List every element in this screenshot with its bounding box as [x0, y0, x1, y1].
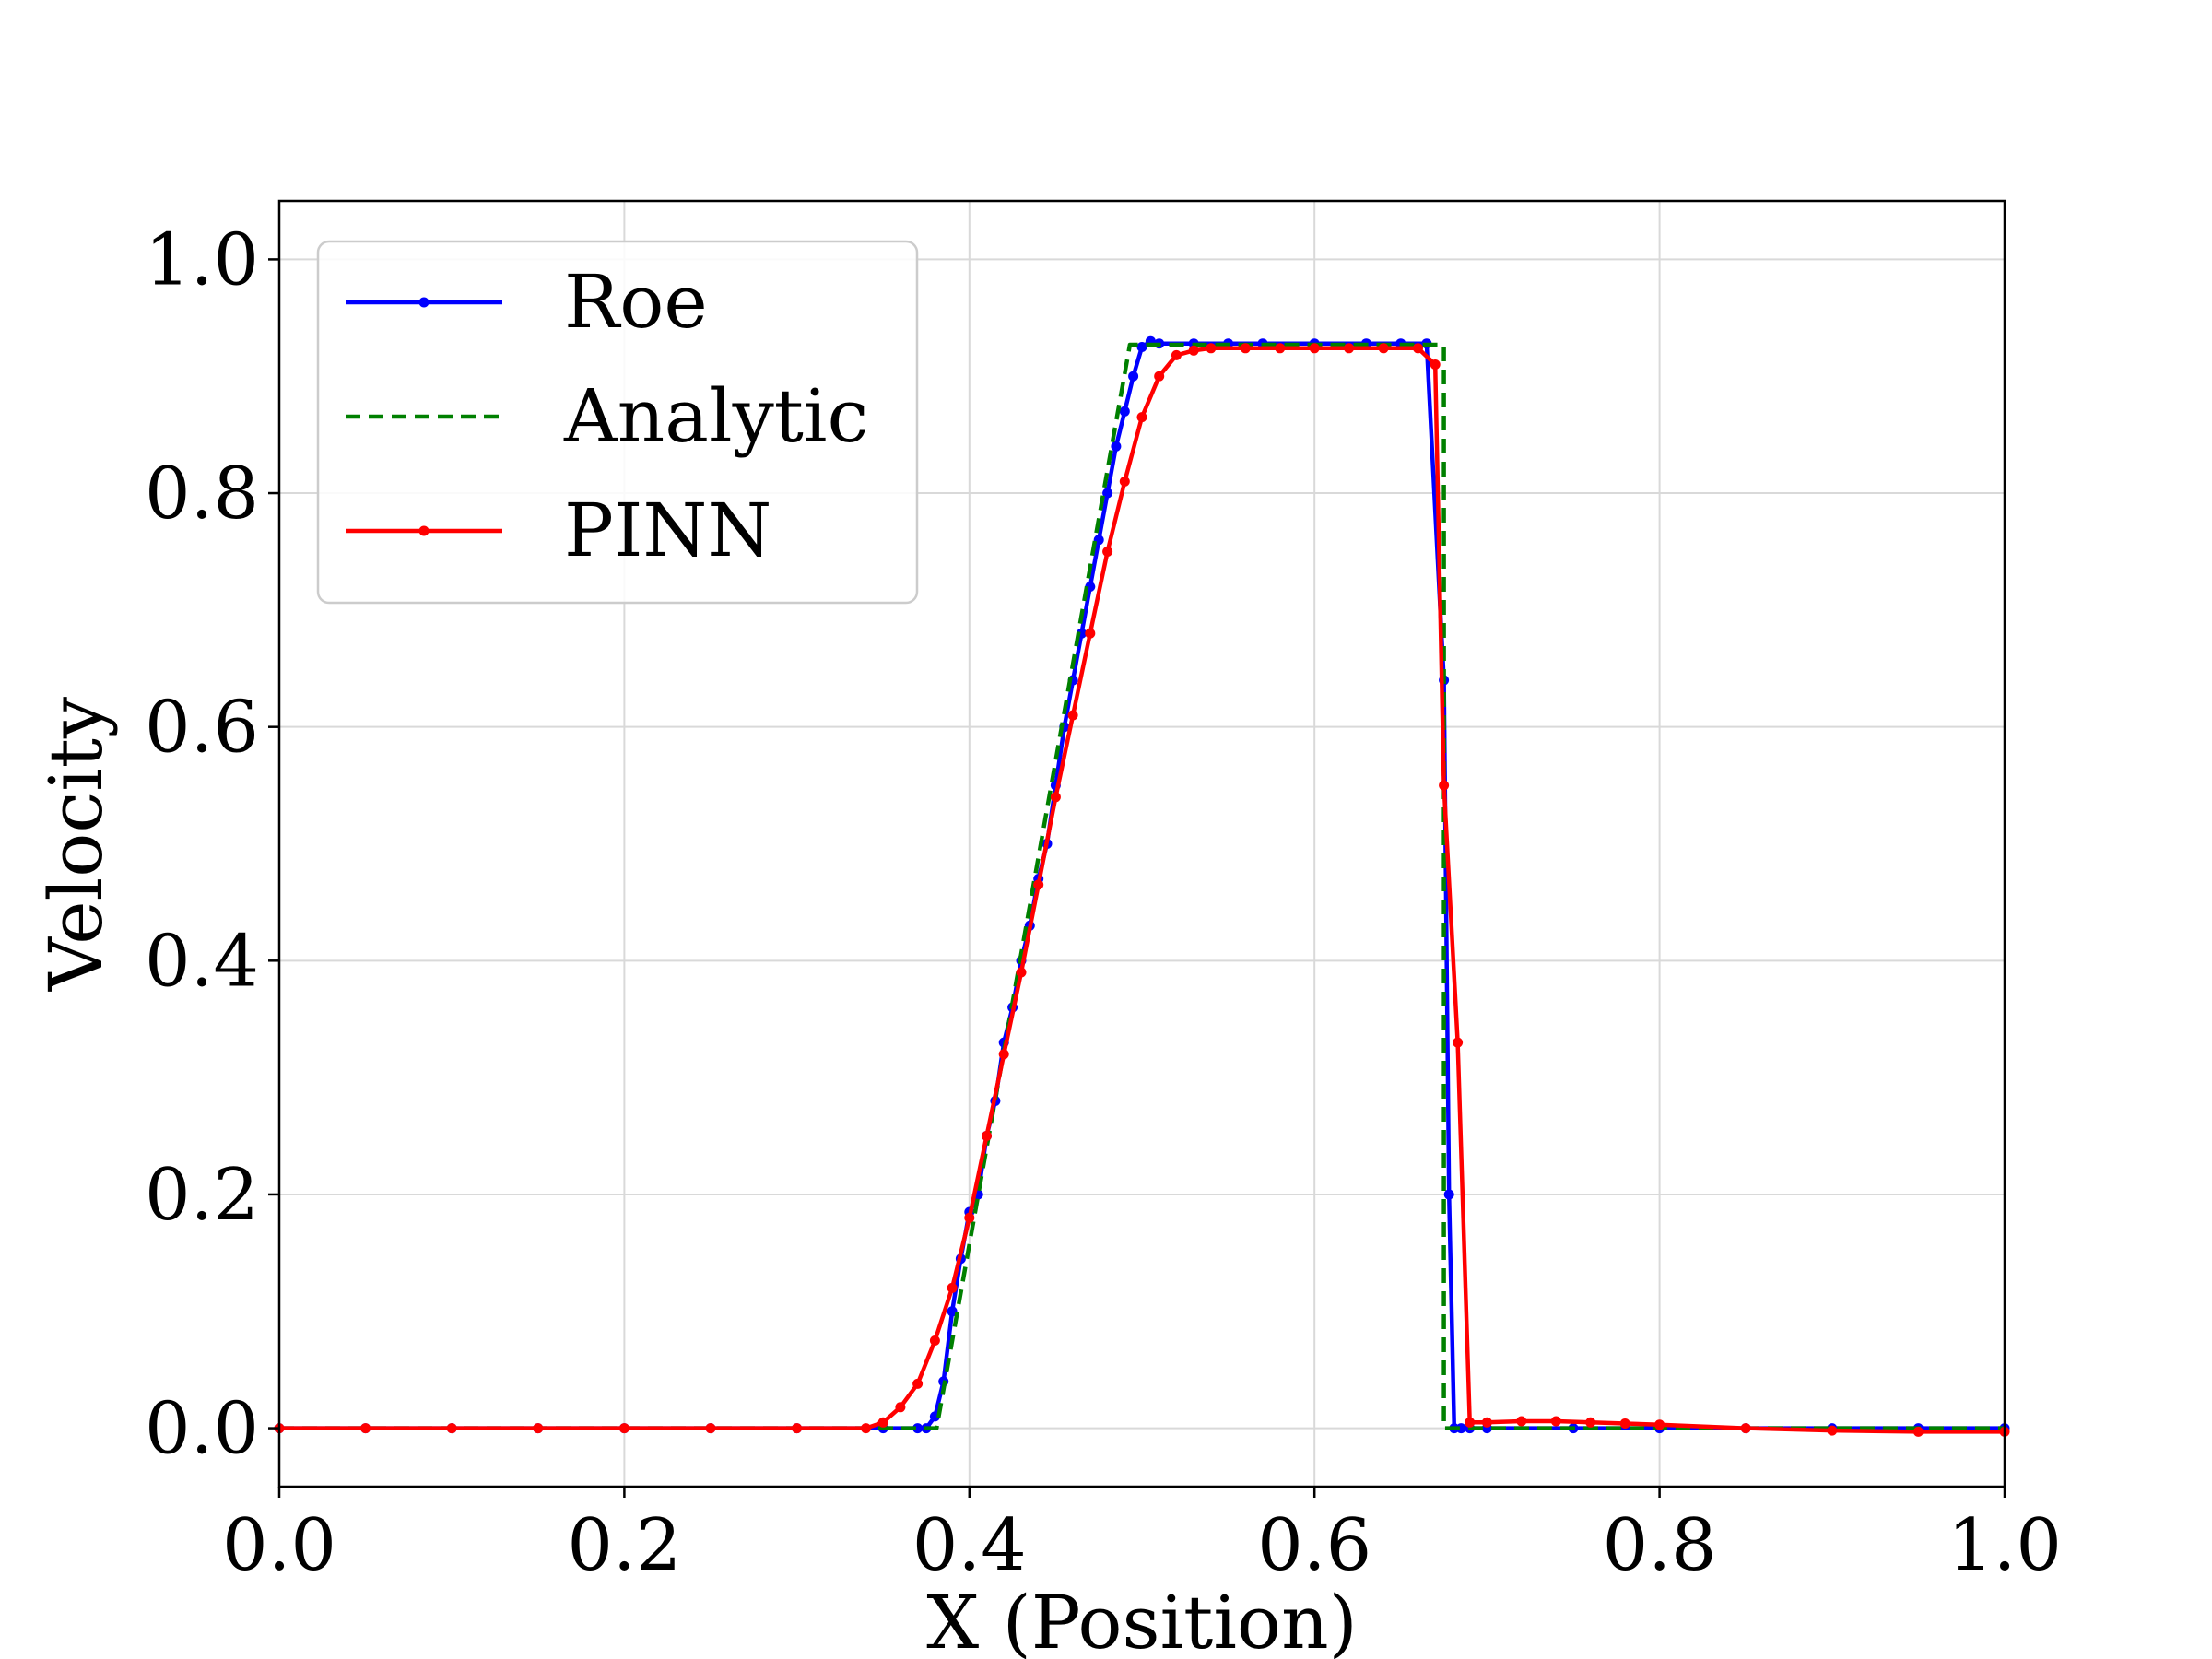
y-tick-label: 0.8: [145, 453, 259, 535]
series-point: [1585, 1417, 1596, 1428]
series-layer: [274, 335, 2010, 1437]
y-tick-label: 0.2: [145, 1154, 259, 1237]
series-point: [1378, 343, 1389, 354]
legend-marker: [418, 297, 429, 308]
series-point: [1344, 343, 1355, 354]
series-point: [1516, 1416, 1527, 1427]
series-point: [1240, 343, 1251, 354]
legend-item-pinn: PINN: [346, 488, 771, 573]
series-point: [1309, 343, 1320, 354]
series-pinn: [274, 343, 2010, 1437]
legend-label: Roe: [564, 259, 708, 345]
series-point: [1206, 343, 1217, 354]
series-point: [1016, 967, 1027, 978]
series-point: [1111, 441, 1122, 452]
series-point: [895, 1402, 906, 1413]
x-axis-label: X (Position): [926, 1580, 1358, 1659]
y-axis: 0.0 0.2 0.4 0.6 0.8 1.0: [145, 218, 279, 1471]
legend-label: PINN: [564, 488, 771, 573]
series-point: [1119, 406, 1130, 417]
series-point: [1128, 371, 1139, 382]
series-analytic: [279, 342, 2005, 1430]
series-point: [1136, 342, 1147, 352]
series-point: [947, 1282, 958, 1293]
series-point: [1455, 1423, 1466, 1434]
series-point: [1443, 1189, 1454, 1200]
series-point: [705, 1423, 716, 1434]
series-point: [1033, 879, 1044, 890]
y-tick-label: 0.0: [145, 1388, 259, 1471]
x-axis: 0.0 0.2 0.4 0.6 0.8 1.0: [222, 1487, 2062, 1587]
series-point: [1481, 1417, 1492, 1428]
legend-box: [316, 240, 919, 605]
legend: Roe Analytic PINN: [316, 240, 919, 605]
x-tick-label: 0.2: [567, 1504, 681, 1587]
x-tick-label: 0.8: [1603, 1504, 1717, 1587]
x-tick-label: 0.4: [912, 1504, 1027, 1587]
series-point: [877, 1417, 888, 1428]
series-point: [1085, 628, 1096, 639]
y-tick-label: 0.6: [145, 687, 259, 770]
series-point: [1453, 1037, 1464, 1048]
series-point: [912, 1423, 924, 1434]
series-point: [947, 1306, 958, 1317]
series-point: [1275, 343, 1286, 354]
series-point: [1136, 412, 1147, 423]
series-point: [1067, 710, 1078, 721]
series-point: [1550, 1416, 1561, 1427]
series-point: [1188, 345, 1199, 356]
series-point: [1050, 792, 1061, 803]
y-axis-label: Velocity: [33, 697, 119, 992]
series-point: [1465, 1417, 1476, 1428]
series-point: [1619, 1418, 1630, 1429]
series-point: [1413, 343, 1423, 354]
series-point: [982, 1131, 992, 1141]
series-point: [998, 1049, 1009, 1060]
series-point: [360, 1423, 371, 1434]
series-point: [792, 1423, 803, 1434]
series-point: [1827, 1425, 1838, 1436]
legend-label: Analytic: [563, 373, 868, 459]
legend-item-roe: Roe: [346, 259, 708, 345]
y-tick-label: 1.0: [145, 218, 259, 301]
x-tick-label: 0.0: [222, 1504, 336, 1587]
series-line: [279, 342, 2005, 1430]
series-point: [1119, 476, 1130, 487]
legend-marker: [418, 525, 429, 536]
series-point: [1740, 1423, 1751, 1434]
series-point: [446, 1423, 457, 1434]
series-point: [964, 1212, 975, 1223]
series-point: [1654, 1419, 1665, 1430]
series-point: [1430, 359, 1441, 370]
series-point: [1154, 371, 1165, 382]
grid: [278, 201, 2006, 1487]
series-point: [861, 1423, 871, 1434]
series-point: [1912, 1426, 1924, 1437]
series-point: [1102, 488, 1113, 499]
y-tick-label: 0.4: [145, 920, 259, 1003]
series-point: [1102, 547, 1113, 557]
plot-frame: [277, 199, 2006, 1488]
legend-item-analytic: Analytic: [346, 373, 868, 459]
series-point: [929, 1335, 940, 1346]
series-point: [1439, 780, 1450, 791]
series-point: [618, 1423, 629, 1434]
series-point: [912, 1378, 924, 1389]
x-tick-label: 1.0: [1947, 1504, 2062, 1587]
series-point: [1171, 349, 1182, 360]
series-point: [533, 1423, 544, 1434]
x-tick-label: 0.6: [1257, 1504, 1371, 1587]
